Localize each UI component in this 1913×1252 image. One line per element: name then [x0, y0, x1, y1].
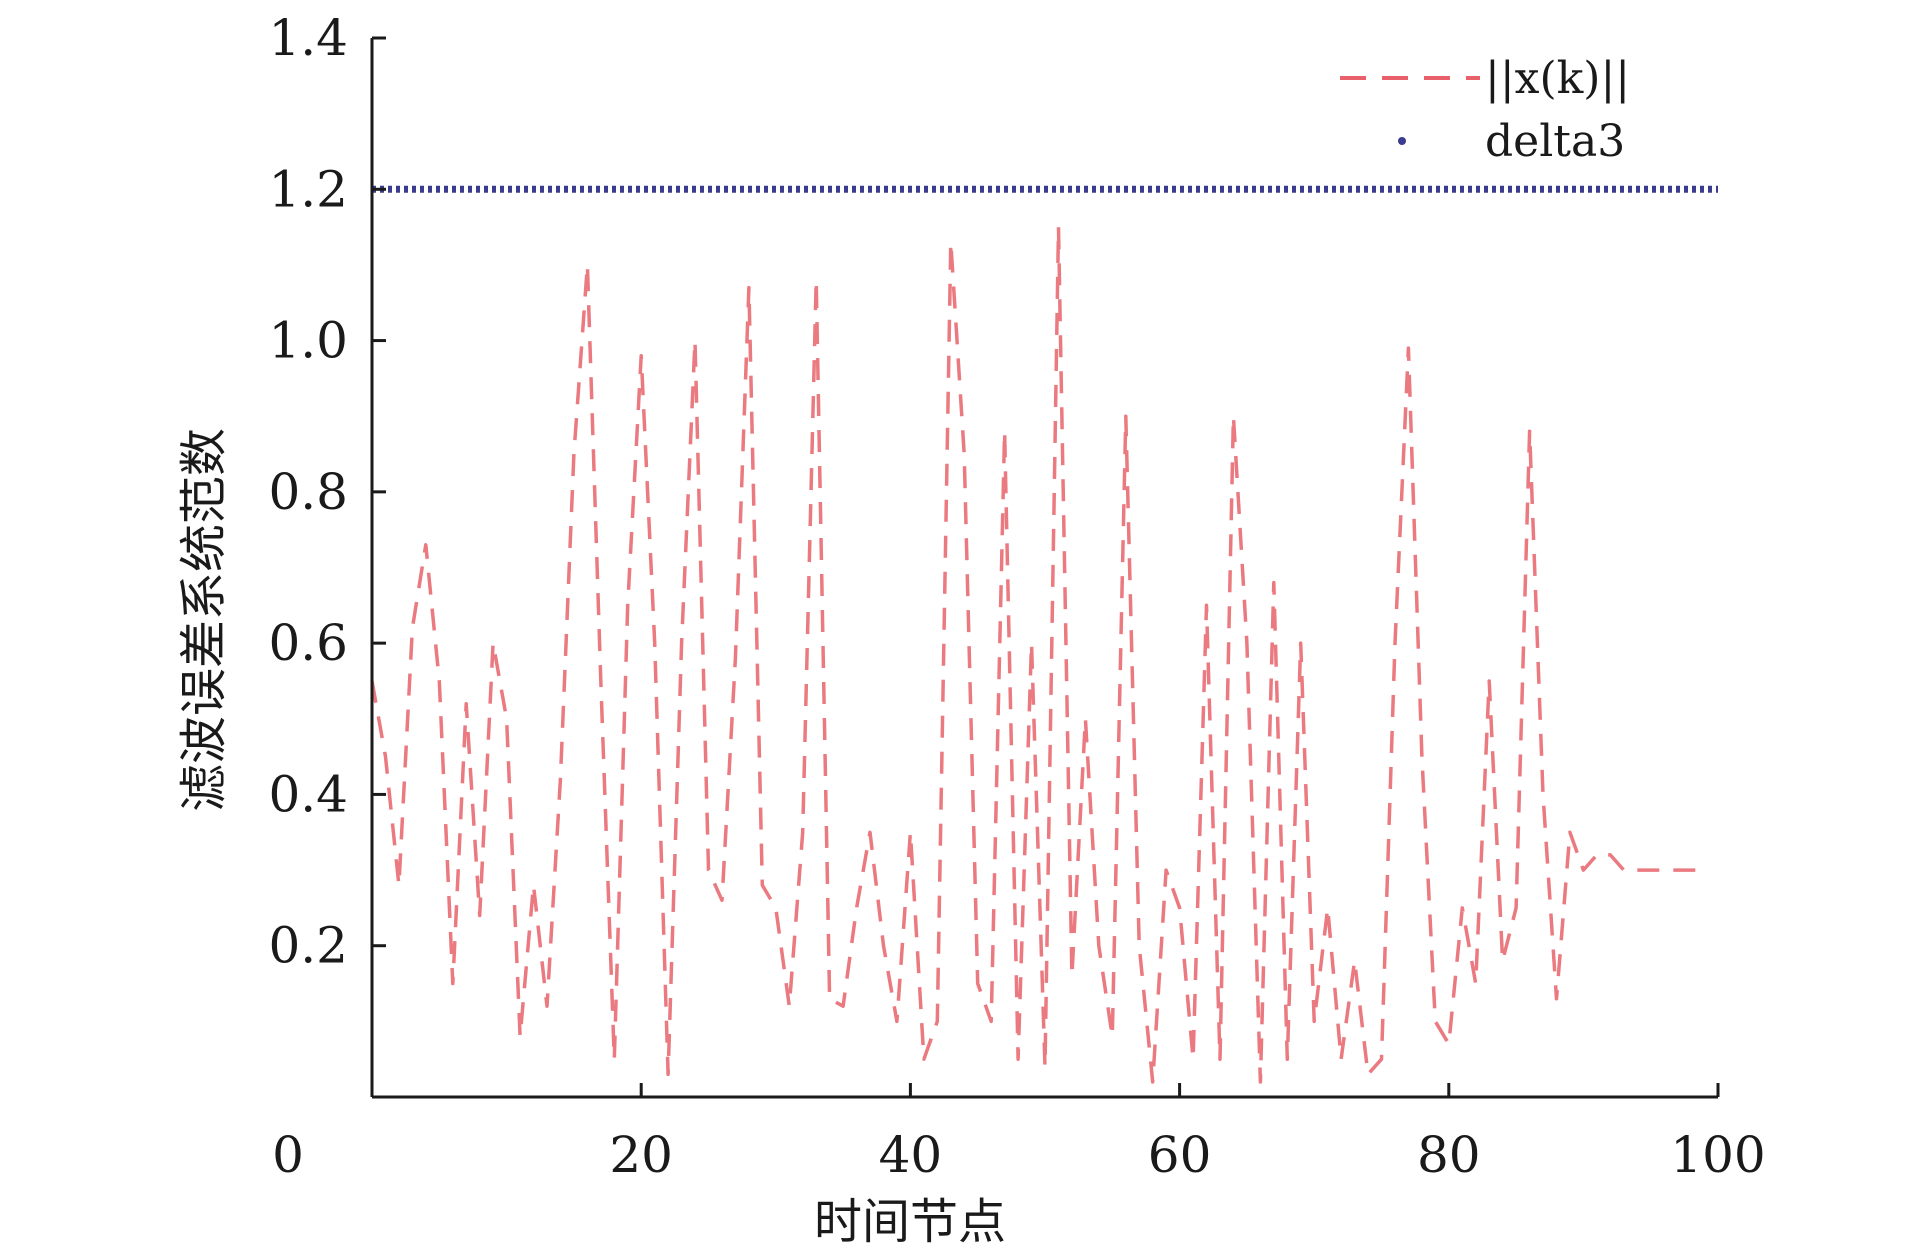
y-tick-label: 1.0	[268, 312, 348, 370]
y-tick-label: 1.2	[268, 160, 348, 218]
y-tick-label: 0.2	[268, 917, 348, 975]
plot-area	[370, 185, 1718, 1084]
y-axis-label: 滤波误差系统范数	[176, 428, 232, 812]
series-norm-line	[370, 225, 1705, 1084]
y-tick-label: 1.4	[268, 9, 348, 67]
x-tick-label: 0	[272, 1126, 304, 1184]
x-tick-label: 80	[1417, 1126, 1481, 1184]
legend-label-delta3: delta3	[1485, 116, 1625, 167]
legend-label-norm: ||x(k)||	[1485, 53, 1630, 104]
y-tick-label: 0.6	[268, 614, 348, 672]
y-tick-label: 0.8	[268, 463, 348, 521]
x-tick-label: 20	[609, 1126, 673, 1184]
x-tick-label: 60	[1148, 1126, 1212, 1184]
x-tick-label: 100	[1670, 1126, 1765, 1184]
axes	[370, 38, 1718, 1099]
legend-swatch-delta3	[1398, 137, 1406, 145]
x-tick-label: 40	[879, 1126, 943, 1184]
legend: ||x(k)|| delta3	[1340, 53, 1630, 167]
y-tick-label: 0.4	[268, 765, 348, 823]
ticks: 0 20 40 60 80 100 0.2 0.4 0.6 0.8 1.0 1.2 1.4	[268, 9, 1765, 1184]
x-axis-label: 时间节点	[814, 1194, 1006, 1250]
